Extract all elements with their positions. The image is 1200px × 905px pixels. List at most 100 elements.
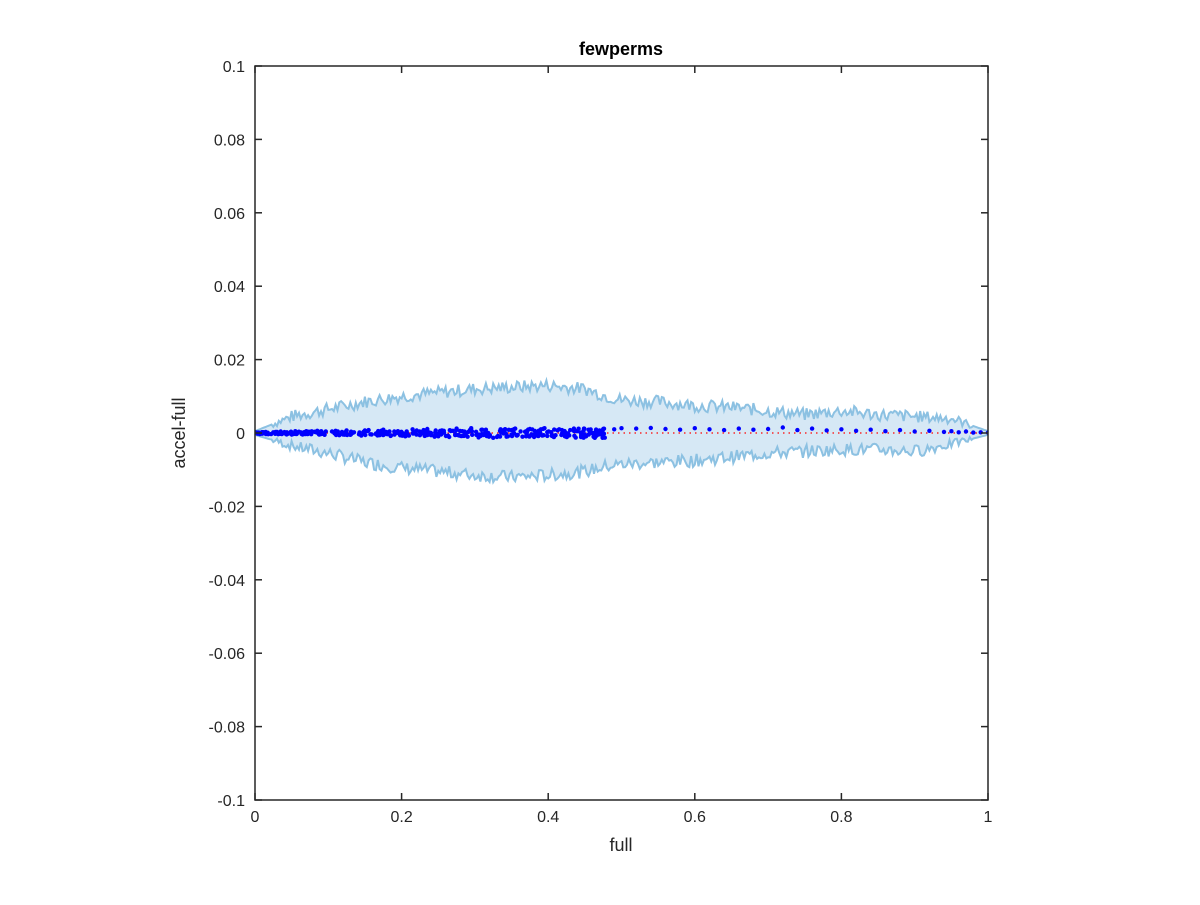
data-point (263, 430, 268, 435)
data-point (335, 429, 340, 434)
x-tick-label: 0.4 (537, 809, 559, 826)
data-point (427, 430, 432, 435)
data-point (524, 432, 529, 437)
data-point (963, 429, 969, 434)
y-tick-label: 0.04 (214, 279, 245, 296)
data-point (839, 427, 844, 432)
y-tick-label: -0.08 (209, 720, 246, 737)
data-point (532, 431, 537, 437)
plot-content (255, 376, 988, 485)
data-point (298, 430, 304, 435)
data-point (486, 430, 491, 436)
data-point (273, 430, 278, 435)
data-point (282, 431, 288, 436)
data-point (795, 427, 800, 433)
data-point (912, 429, 917, 434)
data-point (388, 433, 394, 438)
data-point (463, 432, 469, 438)
data-point (602, 435, 607, 440)
data-point (502, 427, 508, 432)
data-point (392, 432, 397, 437)
data-point (470, 432, 475, 437)
data-point (949, 429, 954, 434)
data-point (437, 428, 443, 434)
x-tick-label: 0 (251, 809, 260, 826)
data-point (751, 427, 756, 432)
data-point (809, 426, 815, 431)
data-point (344, 429, 349, 434)
data-point (303, 431, 308, 437)
data-point (385, 430, 390, 435)
data-point (692, 426, 697, 431)
x-axis-label: full (609, 835, 632, 855)
data-point (721, 427, 727, 433)
data-point (460, 429, 465, 434)
data-point (765, 426, 771, 432)
data-point (448, 428, 453, 434)
data-point (868, 427, 873, 432)
band-lower-edge (255, 433, 988, 485)
data-point (373, 431, 379, 436)
data-point (454, 427, 459, 433)
band-upper-edge (255, 376, 988, 433)
axes: 0 0.2 0.4 0.6 0.8 1 -0.1 -0.08 -0.06 -0.04 -0.02 0 0… (209, 59, 993, 826)
data-point (418, 431, 423, 436)
data-point (545, 433, 550, 439)
data-point (824, 428, 829, 433)
data-point (593, 427, 599, 432)
data-point (319, 429, 324, 434)
data-point (365, 428, 370, 434)
data-point (518, 429, 523, 434)
data-point (439, 432, 444, 437)
y-tick-label: 0.08 (214, 132, 245, 149)
data-point (597, 429, 602, 434)
data-point (491, 435, 496, 440)
data-point (736, 426, 741, 431)
data-point (268, 431, 274, 437)
data-point (333, 432, 339, 438)
data-point (377, 430, 383, 436)
data-point (559, 432, 564, 438)
data-point (568, 427, 573, 433)
data-point (497, 434, 503, 439)
data-point (294, 430, 299, 435)
data-point (619, 426, 624, 431)
y-tick-label: -0.02 (209, 499, 246, 516)
y-axis-label: accel-full (169, 397, 189, 468)
data-point (571, 428, 577, 434)
data-point (498, 430, 504, 435)
y-tick-label: -0.1 (217, 793, 245, 810)
data-point (780, 425, 785, 430)
data-point (342, 432, 347, 437)
data-point (573, 435, 578, 440)
data-point (421, 429, 426, 434)
data-point (897, 427, 903, 433)
data-point (410, 430, 415, 436)
data-point (853, 428, 859, 433)
data-point (361, 430, 366, 436)
data-point (526, 427, 531, 432)
data-point (541, 426, 546, 431)
data-point (601, 426, 607, 431)
y-tick-label: -0.04 (209, 573, 246, 590)
y-tick-label: 0.02 (214, 353, 245, 370)
x-tick-label: 0.8 (830, 809, 852, 826)
data-point (555, 428, 560, 433)
data-point (634, 426, 639, 431)
confidence-band (255, 380, 988, 483)
data-point (443, 433, 449, 439)
x-tick-label: 0.6 (684, 809, 706, 826)
data-point (586, 432, 591, 437)
data-point (538, 430, 543, 435)
data-point (453, 431, 458, 437)
data-point (578, 434, 584, 440)
data-point (594, 432, 600, 437)
data-point (612, 427, 617, 432)
data-point (398, 433, 403, 438)
y-tick-label: 0.06 (214, 206, 245, 223)
data-point (941, 429, 947, 435)
data-point (520, 434, 525, 439)
x-tick-label: 1 (984, 809, 993, 826)
data-point (548, 430, 554, 435)
